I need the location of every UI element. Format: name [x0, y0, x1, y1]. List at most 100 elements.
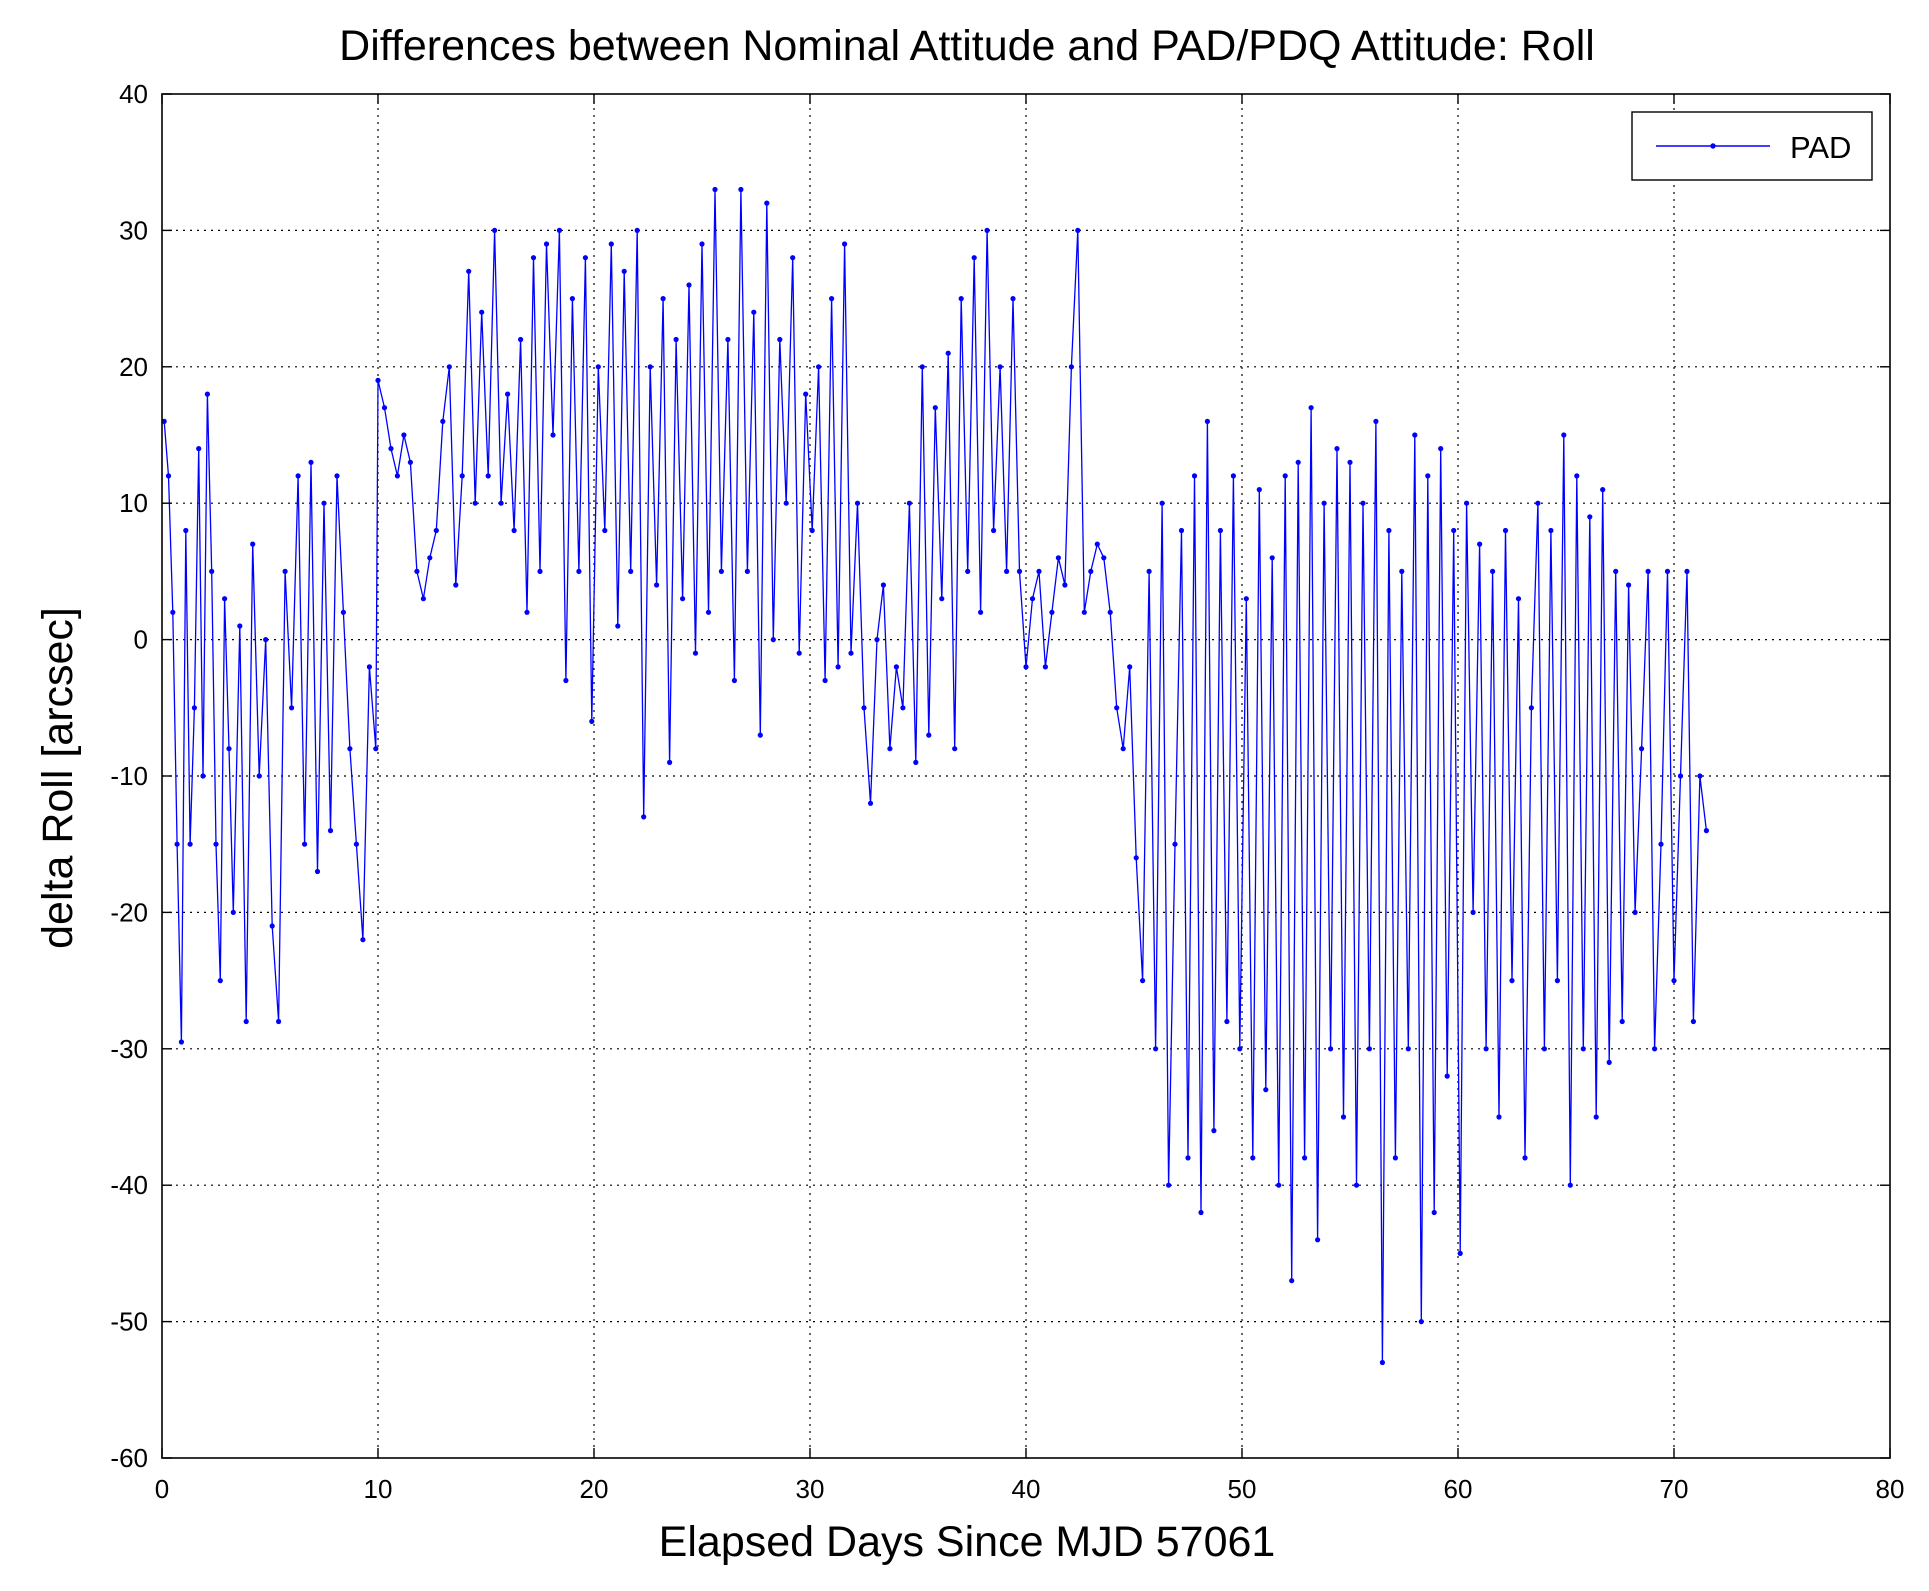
chart-title: Differences between Nominal Attitude and… — [339, 22, 1595, 70]
data-point — [1399, 568, 1405, 575]
data-point — [524, 609, 530, 615]
data-point — [893, 664, 900, 670]
data-point — [1671, 978, 1677, 984]
y-axis-label: delta Roll [arcsec] — [34, 607, 82, 949]
data-point — [919, 364, 925, 370]
data-point — [647, 364, 653, 370]
data-point — [1191, 473, 1198, 479]
data-point — [822, 677, 828, 684]
data-point — [170, 609, 176, 615]
y-tick-label: -30 — [110, 1034, 148, 1064]
data-point — [848, 650, 854, 656]
data-point — [537, 568, 543, 575]
data-point — [1418, 1319, 1424, 1325]
data-point — [796, 650, 802, 656]
data-point — [1444, 1073, 1450, 1079]
data-point — [407, 459, 413, 465]
data-point — [939, 596, 945, 602]
data-point — [589, 718, 595, 725]
data-point — [1250, 1155, 1256, 1161]
y-tick-label: 0 — [134, 625, 148, 655]
data-point — [327, 828, 334, 834]
data-point — [1613, 568, 1619, 575]
data-point — [1295, 459, 1301, 465]
data-point — [900, 705, 906, 711]
data-point — [340, 609, 346, 615]
axis-ticks — [161, 93, 1891, 1459]
data-point — [213, 841, 219, 847]
data-point — [680, 596, 686, 602]
data-point — [978, 609, 984, 615]
data-point — [191, 705, 197, 711]
data-point — [1321, 500, 1327, 506]
data-point — [414, 568, 420, 575]
data-point — [334, 473, 340, 479]
data-point — [187, 841, 193, 847]
data-point — [388, 446, 394, 452]
data-point — [1677, 773, 1684, 779]
data-point — [321, 500, 327, 506]
data-point — [401, 432, 407, 438]
data-point — [276, 1018, 282, 1025]
y-tick-label: -60 — [110, 1443, 148, 1473]
data-point — [1276, 1182, 1282, 1188]
data-point — [1243, 596, 1249, 602]
data-point — [230, 909, 236, 916]
data-point — [165, 473, 172, 479]
data-point — [1703, 828, 1709, 834]
data-point — [243, 1018, 249, 1025]
data-point — [641, 814, 647, 820]
data-point — [1541, 1046, 1547, 1052]
data-point — [1483, 1046, 1489, 1052]
data-point — [427, 555, 433, 561]
data-point — [861, 705, 867, 711]
data-point — [174, 841, 180, 847]
data-point — [887, 746, 893, 752]
data-point — [1593, 1114, 1599, 1120]
data-point — [1561, 432, 1567, 438]
data-point — [1334, 446, 1340, 452]
data-point — [984, 227, 990, 233]
data-point — [1120, 746, 1126, 752]
data-point — [1068, 364, 1074, 370]
data-point — [353, 841, 359, 847]
data-point — [718, 568, 725, 575]
data-point — [375, 377, 381, 383]
data-point — [492, 227, 498, 233]
data-point — [842, 241, 848, 247]
data-point — [550, 432, 556, 438]
data-point — [1127, 664, 1133, 670]
x-tick-label: 60 — [1444, 1474, 1473, 1504]
data-point — [991, 527, 997, 534]
data-point — [932, 405, 938, 411]
data-point — [1328, 1046, 1334, 1052]
data-point — [1464, 500, 1470, 506]
data-point — [1353, 1182, 1360, 1188]
data-point — [360, 937, 366, 943]
data-point — [1029, 596, 1036, 602]
data-point — [420, 596, 426, 602]
data-point — [1645, 568, 1651, 575]
data-point — [1282, 473, 1288, 479]
x-tick-label: 50 — [1228, 1474, 1257, 1504]
data-point — [1639, 746, 1645, 752]
data-point — [1308, 405, 1314, 411]
data-point — [1574, 473, 1580, 479]
x-tick-label: 70 — [1660, 1474, 1689, 1504]
y-tick-label: -20 — [110, 897, 148, 927]
x-tick-label: 40 — [1012, 1474, 1041, 1504]
data-point — [1146, 568, 1152, 575]
data-point — [667, 759, 673, 766]
data-point — [1528, 705, 1534, 711]
data-point — [256, 773, 262, 779]
data-point — [1425, 473, 1431, 479]
data-point — [1600, 487, 1606, 493]
data-point — [1049, 609, 1055, 615]
x-axis-label: Elapsed Days Since MJD 57061 — [659, 1518, 1276, 1566]
y-tick-label: -10 — [110, 761, 148, 791]
data-point — [1496, 1114, 1502, 1120]
data-point — [485, 473, 491, 479]
data-point — [1023, 664, 1029, 670]
data-point — [459, 473, 465, 479]
